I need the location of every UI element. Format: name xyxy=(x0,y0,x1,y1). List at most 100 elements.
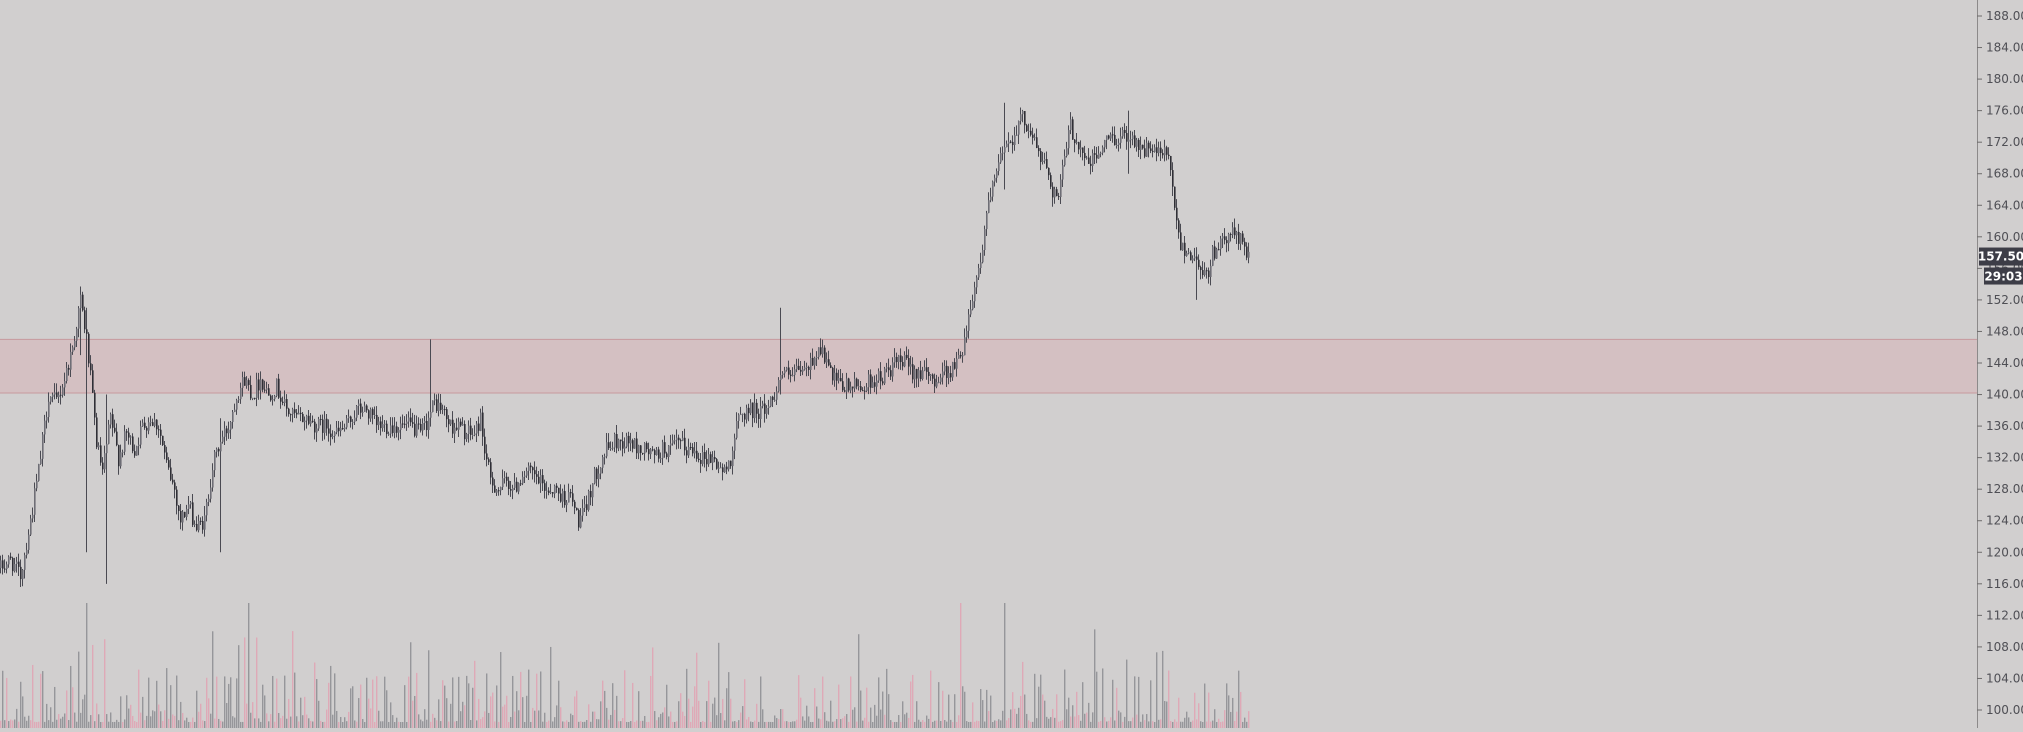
volume-bar xyxy=(188,722,190,728)
candle-body xyxy=(656,449,658,455)
volume-bar xyxy=(98,714,100,728)
candle-body xyxy=(1086,157,1088,159)
candle-body xyxy=(870,374,872,388)
volume-bar xyxy=(396,717,398,728)
candle-body xyxy=(696,450,698,459)
candle-body xyxy=(1210,265,1212,278)
candle-body xyxy=(1122,129,1124,137)
volume-bar xyxy=(1042,694,1044,728)
candle-body xyxy=(270,395,272,401)
candle-body xyxy=(956,358,958,369)
volume-bar xyxy=(768,721,770,728)
candle-body xyxy=(1138,139,1140,150)
candle-body xyxy=(422,423,424,431)
candle-body xyxy=(814,357,816,366)
volume-bar xyxy=(250,712,252,728)
volume-bar xyxy=(1176,721,1178,728)
volume-bar xyxy=(888,694,890,728)
volume-bar xyxy=(112,721,114,728)
candle-body xyxy=(402,423,404,425)
candle-body xyxy=(264,389,266,391)
volume-bar xyxy=(498,721,500,728)
candle-body xyxy=(834,372,836,381)
volume-bar xyxy=(1014,708,1016,728)
volume-bar xyxy=(954,694,956,728)
candle-body xyxy=(388,433,390,435)
volume-bar xyxy=(1114,720,1116,728)
candle-body xyxy=(56,392,58,398)
volume-bar xyxy=(556,705,558,728)
volume-bar xyxy=(946,721,948,728)
volume-bar xyxy=(728,672,730,728)
price-tick-label: 104.00 xyxy=(1986,671,2023,685)
candle-body xyxy=(624,446,626,449)
volume-bar xyxy=(916,701,918,728)
volume-bar xyxy=(720,713,722,728)
volume-bar xyxy=(738,720,740,728)
candle-body xyxy=(576,507,578,511)
volume-bar xyxy=(860,690,862,728)
price-tick-label: 188.00 xyxy=(1986,9,2023,23)
candle-body xyxy=(202,520,204,530)
candle-body xyxy=(42,434,44,459)
volume-bar xyxy=(1138,676,1140,728)
candle-body xyxy=(1020,114,1022,121)
volume-bar xyxy=(26,720,28,728)
volume-bar xyxy=(1102,668,1104,728)
price-axis[interactable]: 188.00 184.00 180.00 176.00 172.00 168.00 164.… xyxy=(1977,0,2023,728)
candle-body xyxy=(616,434,618,449)
candle-body xyxy=(1058,196,1060,198)
candle-body xyxy=(694,450,696,454)
volume-bar xyxy=(1090,721,1092,728)
candle-body xyxy=(920,370,922,379)
volume-bar xyxy=(150,716,152,728)
volume-bar xyxy=(332,714,334,728)
volume-bar xyxy=(736,721,738,728)
candle-body xyxy=(480,412,482,431)
candle-body xyxy=(1046,159,1048,168)
candle-body xyxy=(492,477,494,486)
candle-body xyxy=(126,431,128,433)
candle-body xyxy=(222,436,224,442)
volume-bar xyxy=(514,711,516,728)
volume-bar xyxy=(618,721,620,728)
candle-body xyxy=(88,333,90,364)
candle-body xyxy=(536,474,538,477)
volume-bar xyxy=(706,701,708,728)
candle-body xyxy=(1220,238,1222,250)
candle-body xyxy=(342,428,344,430)
price-tick-label: 124.00 xyxy=(1986,514,2023,528)
candle-body xyxy=(852,386,854,389)
price-tick-label: 172.00 xyxy=(1986,135,2023,149)
candle-body xyxy=(1230,233,1232,235)
price-tick-label: 144.00 xyxy=(1986,356,2023,370)
candle-body xyxy=(448,419,450,425)
volume-bar xyxy=(972,702,974,728)
volume-bar xyxy=(54,686,56,728)
candle-body xyxy=(196,523,198,531)
candle-body xyxy=(458,421,460,430)
volume-bar xyxy=(470,720,472,728)
candle-body xyxy=(776,391,778,400)
candle-body xyxy=(524,475,526,477)
candle-body xyxy=(338,427,340,432)
candle-body xyxy=(606,442,608,457)
candle-body xyxy=(466,434,468,440)
candle-body xyxy=(1024,111,1026,126)
volume-bar xyxy=(906,712,908,728)
volume-bar xyxy=(806,705,808,728)
volume-bar xyxy=(910,681,912,728)
volume-bar xyxy=(122,721,124,728)
candle-body xyxy=(274,395,276,400)
volume-bar xyxy=(822,676,824,728)
volume-bar xyxy=(672,721,674,728)
volume-bar xyxy=(278,713,280,728)
candle-body xyxy=(744,413,746,420)
candle-body xyxy=(434,399,436,401)
candle-body xyxy=(152,422,154,426)
volume-bar xyxy=(372,679,374,728)
candle-body xyxy=(932,374,934,379)
candle-body xyxy=(934,378,936,387)
